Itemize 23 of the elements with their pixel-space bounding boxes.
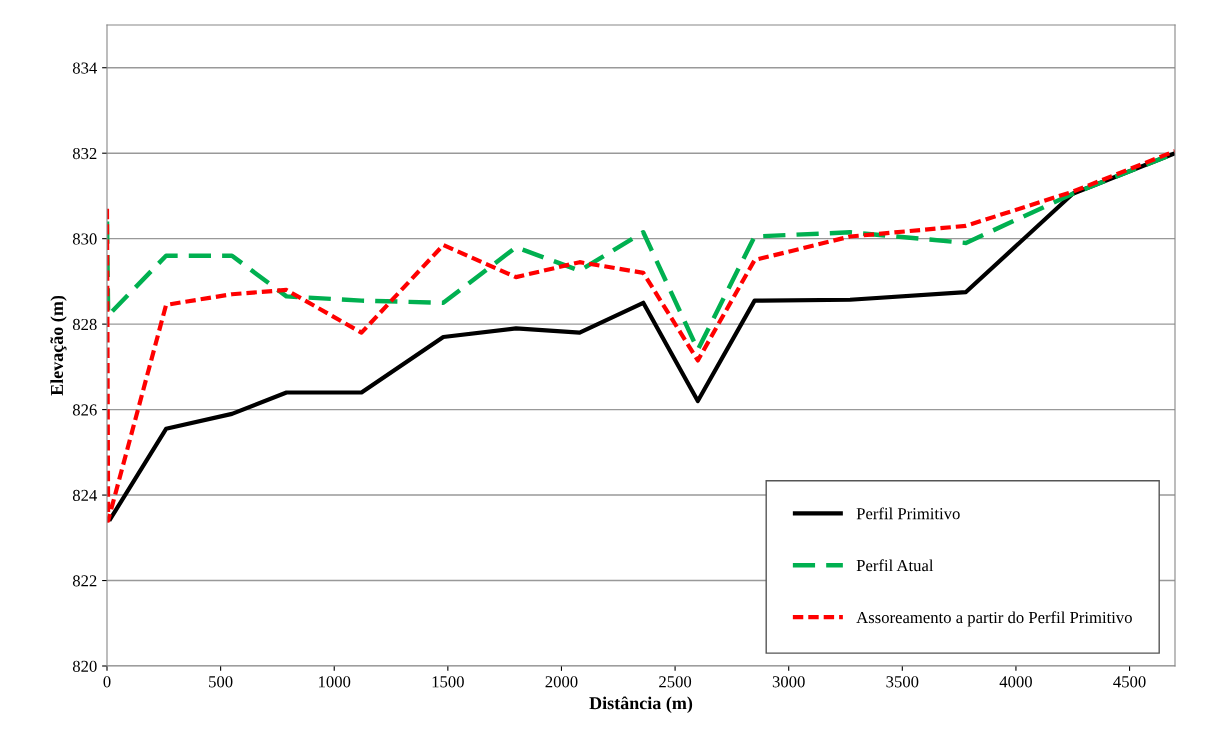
x-tick-label: 1500	[432, 676, 464, 688]
x-tick-label: 2000	[545, 676, 578, 688]
legend-label: Perfil Primitivo	[856, 507, 960, 520]
y-tick-label: 828	[72, 318, 97, 331]
x-tick-label: 0	[103, 676, 111, 688]
x-tick-label: 500	[209, 676, 233, 688]
x-axis-title: Distância (m)	[589, 696, 693, 713]
x-tick-label: 2500	[659, 676, 692, 688]
x-tick-label: 4500	[1113, 676, 1146, 688]
x-tick-label: 3500	[886, 676, 919, 688]
y-tick-label: 830	[72, 233, 97, 245]
y-tick-label: 834	[72, 62, 98, 74]
x-tick-label: 1000	[319, 676, 351, 688]
y-tick-label: 824	[72, 489, 98, 502]
y-axis-title: Elevação (m)	[50, 295, 67, 396]
y-tick-label: 832	[72, 147, 97, 160]
legend-label: Assoreamento a partir do Perfil Primitivo	[856, 611, 1132, 627]
y-tick-label: 822	[72, 575, 97, 587]
x-tick-label: 4000	[999, 676, 1032, 688]
x-tick-label: 3000	[772, 676, 805, 688]
legend-label: Perfil Atual	[856, 559, 934, 572]
y-tick-label: 820	[72, 660, 97, 672]
y-tick-label: 826	[72, 404, 97, 416]
